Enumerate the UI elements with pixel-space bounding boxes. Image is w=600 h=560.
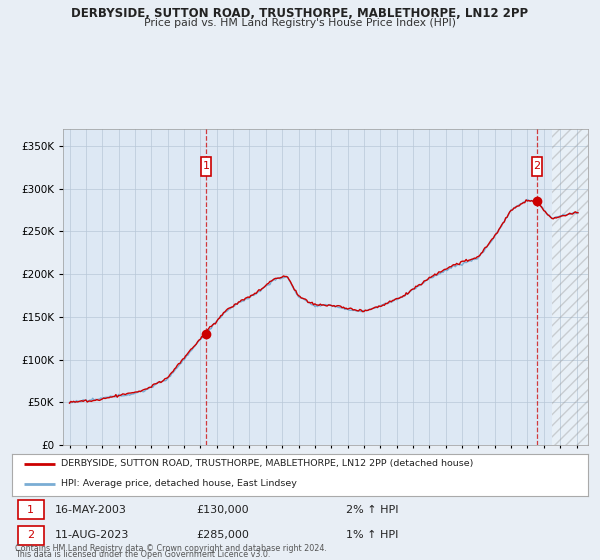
Text: 1: 1 (202, 161, 209, 171)
Text: 2% ↑ HPI: 2% ↑ HPI (346, 505, 398, 515)
Text: HPI: Average price, detached house, East Lindsey: HPI: Average price, detached house, East… (61, 479, 297, 488)
Text: 11-AUG-2023: 11-AUG-2023 (55, 530, 130, 540)
FancyBboxPatch shape (201, 157, 211, 176)
Text: 1: 1 (27, 505, 34, 515)
Text: Contains HM Land Registry data © Crown copyright and database right 2024.: Contains HM Land Registry data © Crown c… (15, 544, 327, 553)
Bar (552, 129, 593, 445)
Text: Price paid vs. HM Land Registry's House Price Index (HPI): Price paid vs. HM Land Registry's House … (144, 18, 456, 28)
Text: 2: 2 (27, 530, 34, 540)
Text: £130,000: £130,000 (196, 505, 249, 515)
Text: £285,000: £285,000 (196, 530, 249, 540)
Text: 2: 2 (533, 161, 541, 171)
Text: 16-MAY-2003: 16-MAY-2003 (55, 505, 127, 515)
Text: This data is licensed under the Open Government Licence v3.0.: This data is licensed under the Open Gov… (15, 550, 271, 559)
FancyBboxPatch shape (532, 157, 542, 176)
Text: 1% ↑ HPI: 1% ↑ HPI (346, 530, 398, 540)
Text: DERBYSIDE, SUTTON ROAD, TRUSTHORPE, MABLETHORPE, LN12 2PP: DERBYSIDE, SUTTON ROAD, TRUSTHORPE, MABL… (71, 7, 529, 20)
Text: DERBYSIDE, SUTTON ROAD, TRUSTHORPE, MABLETHORPE, LN12 2PP (detached house): DERBYSIDE, SUTTON ROAD, TRUSTHORPE, MABL… (61, 459, 473, 468)
FancyBboxPatch shape (18, 500, 44, 519)
Bar (552, 103, 593, 445)
FancyBboxPatch shape (18, 526, 44, 545)
